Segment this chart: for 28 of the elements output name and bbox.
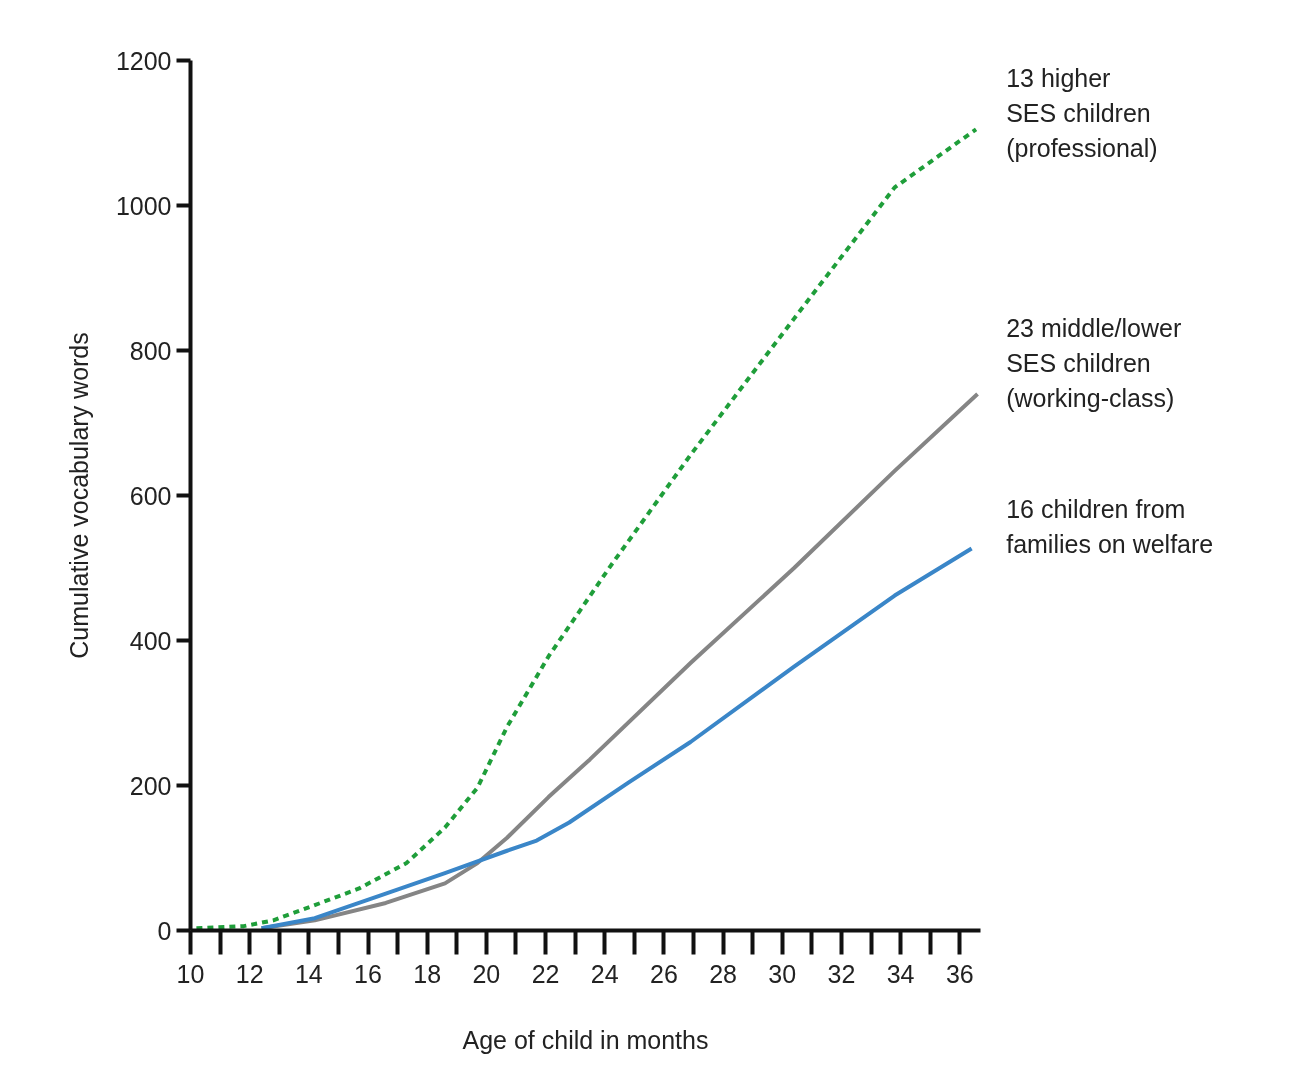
line-series [194,127,979,931]
x-tick-label: 18 [413,959,442,988]
series-label: 16 children from families on welfare [1006,495,1214,559]
y-tick-label: 200 [129,771,172,800]
x-tick-label: 34 [886,959,915,988]
x-tick-label: 32 [827,959,856,988]
y-tick-label: 800 [129,336,172,365]
line-series [259,546,974,931]
y-tick-label: 600 [129,481,172,510]
x-tick-label: 12 [235,959,264,988]
x-tick-label: 10 [176,959,205,988]
x-tick-label: 16 [354,959,382,988]
x-tick-label: 36 [945,959,974,988]
x-tick-label: 24 [590,959,619,988]
x-tick-label: 22 [531,959,560,988]
x-tick-label: 20 [472,959,501,988]
x-axis-title: Age of child in months [462,1025,709,1054]
y-tick-label: 1000 [115,191,172,220]
y-tick-label: 0 [157,916,172,945]
y-tick-label: 400 [129,626,172,655]
x-tick-label: 30 [768,959,797,988]
x-tick-label: 14 [294,959,323,988]
x-tick-label: 28 [709,959,737,988]
series-label: 13 higher SES children (professional) [1006,63,1158,162]
y-axis-title: Cumulative vocabulary words [64,332,93,659]
y-tick-label: 1200 [115,46,172,75]
series-label: 23 middle/lower SES children (working-class) [1006,314,1182,413]
x-tick-label: 26 [650,959,678,988]
